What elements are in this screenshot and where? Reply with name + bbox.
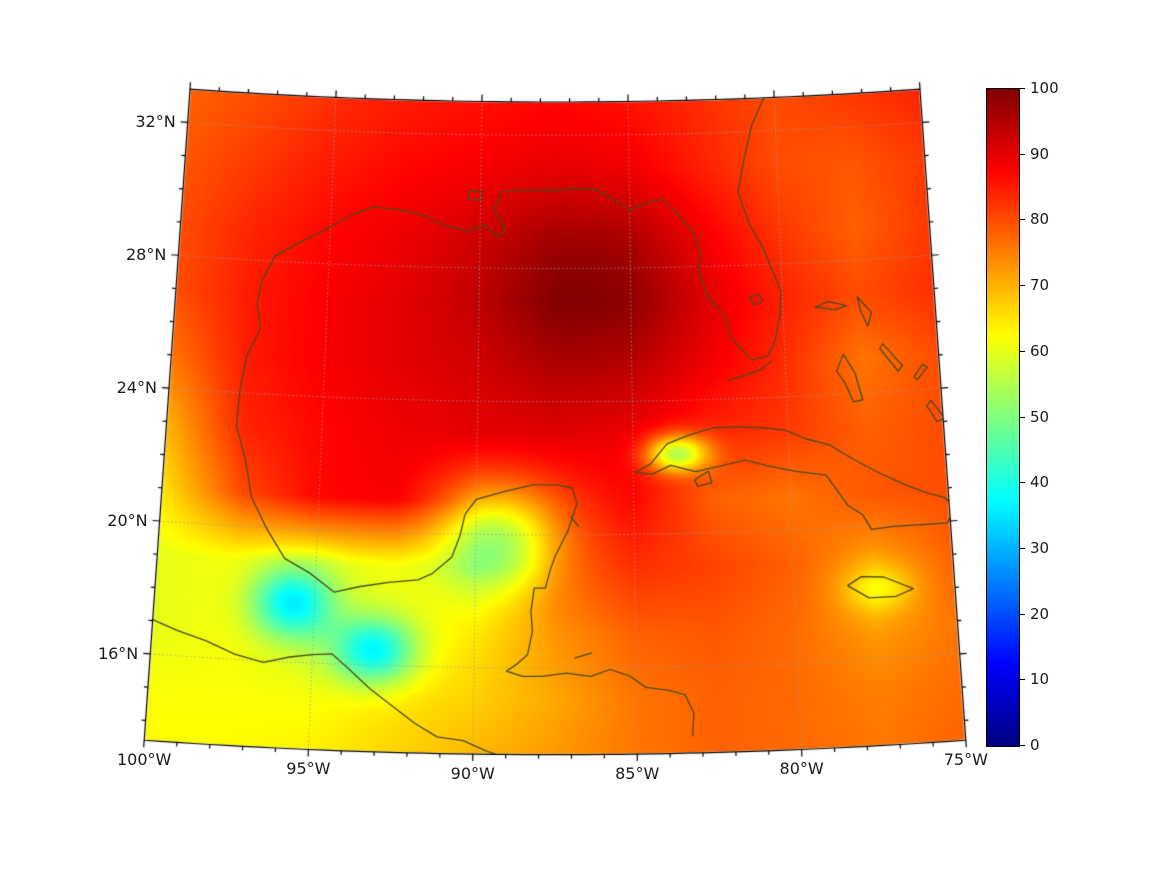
colorbar <box>986 88 1020 747</box>
y-tick-label: 32°N <box>135 112 176 132</box>
colorbar-tick-label: 80 <box>1030 210 1050 229</box>
colorbar-tick-label: 40 <box>1030 473 1050 492</box>
y-tick-label: 16°N <box>97 643 139 663</box>
colorbar-tick-mark <box>1020 219 1025 221</box>
colorbar-tick-mark <box>1020 153 1025 155</box>
colorbar-tick-mark <box>1020 679 1025 681</box>
colorbar-tick-label: 70 <box>1030 276 1050 295</box>
colorbar-gradient <box>987 89 1019 746</box>
colorbar-tick-mark <box>1020 416 1025 418</box>
y-tick-label: 28°N <box>125 245 167 265</box>
y-tick-label: 24°N <box>116 378 157 398</box>
x-tick-label: 90°W <box>450 764 495 784</box>
colorbar-tick-label: 50 <box>1030 407 1050 426</box>
colorbar-tick-mark <box>1020 350 1025 352</box>
colorbar-tick-label: 10 <box>1030 670 1050 689</box>
x-tick-label: 95°W <box>286 759 331 779</box>
colorbar-tick-mark <box>1020 285 1025 287</box>
colorbar-tick-mark <box>1020 482 1025 484</box>
x-tick-label: 85°W <box>615 764 660 784</box>
y-tick-label: 20°N <box>107 511 148 530</box>
x-tick-label: 75°W <box>943 750 988 770</box>
colorbar-tick-mark <box>1020 613 1025 615</box>
x-tick-label: 80°W <box>779 759 824 779</box>
colorbar-tick-mark <box>1020 88 1025 89</box>
colorbar-tick-label: 60 <box>1030 341 1050 360</box>
colorbar-tick-mark <box>1020 547 1025 549</box>
x-tick-label: 100°W <box>117 750 172 770</box>
colorbar-tick-label: 30 <box>1030 538 1050 557</box>
colorbar-tick-label: 100 <box>1030 79 1059 97</box>
colorbar-tick-label: 90 <box>1030 144 1050 163</box>
colorbar-tick-mark <box>1020 745 1025 746</box>
colorbar-tick-label: 0 <box>1030 736 1040 754</box>
colorbar-tick-label: 20 <box>1030 604 1050 623</box>
